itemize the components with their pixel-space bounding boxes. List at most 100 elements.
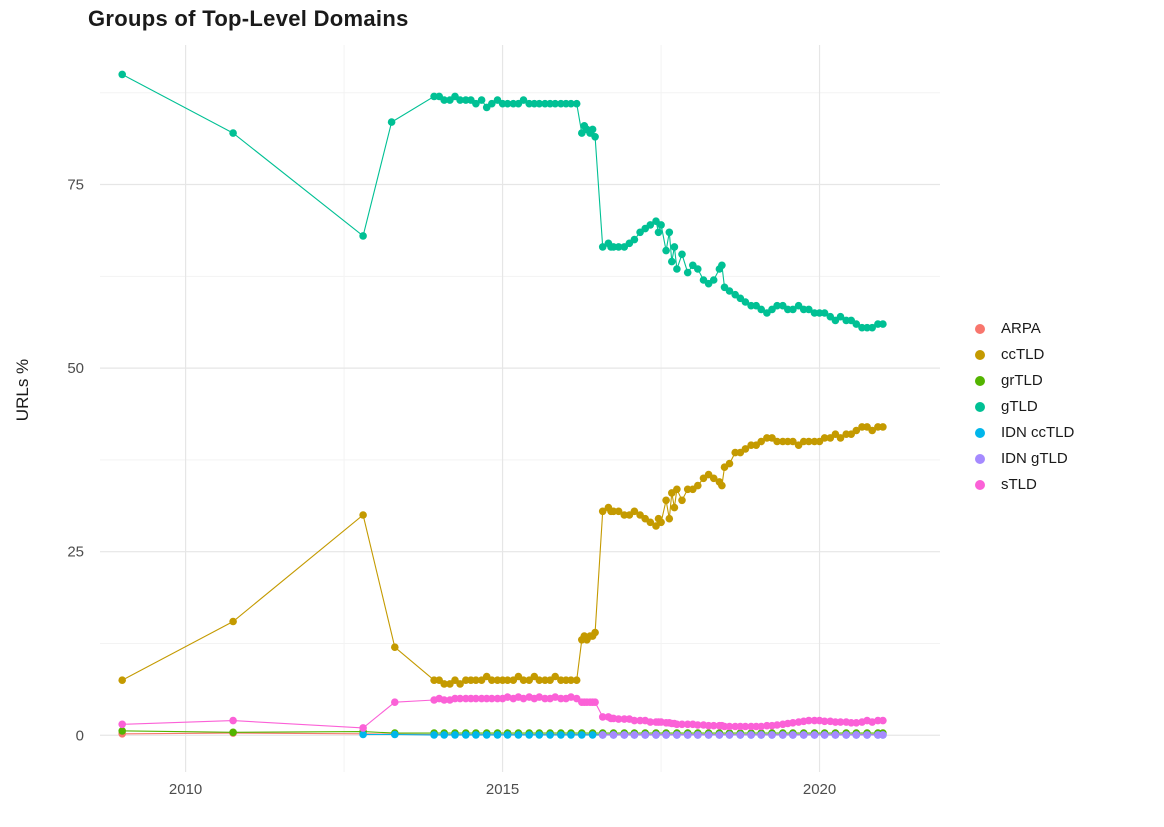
data-point [789,305,797,314]
data-point [694,265,702,273]
data-point [665,514,674,523]
legend-label: ARPA [1001,320,1041,337]
data-point [482,731,491,739]
data-point [810,731,819,739]
data-point [868,718,876,726]
data-point [805,716,813,725]
data-point [836,312,845,321]
data-point [359,511,367,519]
data-point [493,731,502,739]
data-point [462,731,470,739]
data-point [879,423,887,431]
data-point [229,728,237,737]
data-point [630,235,639,244]
series-cctld [118,423,887,688]
data-point [456,680,464,688]
data-point [614,715,623,723]
legend-item-cctld: ccTLD [975,346,1074,363]
data-point [820,731,829,739]
data-point [551,99,559,108]
data-point [662,731,670,739]
data-point [440,96,449,104]
data-point [118,70,126,79]
data-point [391,698,399,706]
data-point [789,719,797,727]
data-point [725,459,734,468]
data-point [430,731,438,739]
y-tick-label: 75 [67,177,84,194]
data-point [768,731,776,739]
data-point [118,727,126,735]
data-point [551,693,559,701]
data-point [391,643,399,651]
data-point [591,133,599,141]
legend-dot-icon [975,323,985,334]
grid-minor [100,45,940,772]
data-point [779,731,787,739]
data-point [614,507,623,516]
data-point [789,437,797,446]
data-point [852,320,861,328]
series-stld [118,693,887,732]
data-point [591,628,599,637]
data-point [477,96,486,104]
data-point [715,731,724,739]
data-point [725,731,734,739]
data-point [852,426,861,435]
data-point [741,445,750,453]
data-point [641,731,649,739]
legend: ARPA ccTLD grTLD gTLD IDN ccTLD IDN gTLD sTLD [975,320,1074,493]
data-point [440,696,449,704]
data-point [662,246,670,255]
data-point [673,265,681,273]
data-point [567,676,575,684]
data-point [657,221,665,229]
data-point [805,437,813,446]
data-point [683,268,692,277]
data-point [879,731,887,739]
data-point [799,731,808,739]
data-point [683,731,692,739]
data-point [725,722,734,731]
data-point [673,485,681,494]
data-point [525,731,533,739]
chart-title: Groups of Top-Level Domains [88,6,409,31]
legend-dot-icon [975,375,985,386]
data-point [572,676,581,684]
data-point [709,276,718,284]
legend-item-idn-cctld: IDN ccTLD [975,424,1074,441]
y-tick-label: 25 [67,544,84,561]
data-point [630,507,639,516]
data-point [118,720,126,729]
data-point [359,232,367,240]
data-point [836,434,845,442]
legend-item-stld: sTLD [975,476,1074,493]
data-point [598,713,607,721]
data-point [852,719,861,727]
data-point [736,731,745,739]
data-point [229,716,237,725]
legend-dot-icon [975,453,985,464]
data-point [598,507,607,516]
data-point [773,721,781,729]
data-point [519,694,528,703]
data-point [572,99,581,108]
legend-label: sTLD [1001,476,1037,493]
data-point [863,731,871,739]
legend-label: IDN ccTLD [1001,424,1075,441]
tick-labels: 0 25 50 75 2010 2015 2020 [67,177,836,798]
data-point [757,437,765,446]
data-point [551,672,559,681]
data-point [488,694,496,703]
data-point [820,309,829,317]
grid-major [100,45,940,772]
data-point [678,720,686,729]
data-point [503,676,512,684]
data-point [836,718,845,726]
data-point [694,721,702,729]
data-point [718,481,726,490]
data-point [535,676,544,684]
data-point [598,731,607,739]
